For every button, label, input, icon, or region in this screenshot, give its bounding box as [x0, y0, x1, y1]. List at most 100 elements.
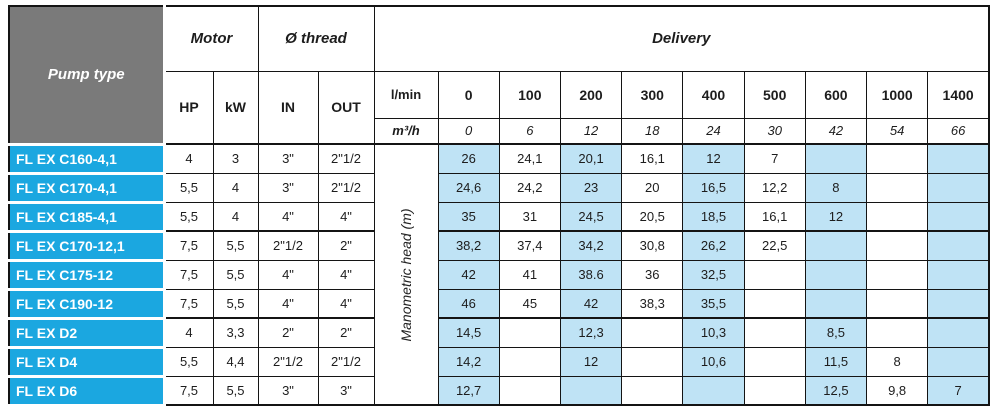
- delivery-value-cell: 36: [621, 259, 684, 290]
- delivery-value-cell: [866, 172, 929, 203]
- delivery-value-cell: [743, 346, 806, 377]
- lmin-value: 1400: [927, 70, 990, 119]
- thread-in-cell: 3": [257, 375, 319, 406]
- table-header: Pump type Motor Ø thread Delivery HP kW …: [8, 5, 990, 146]
- pump-spec-table: Pump type Motor Ø thread Delivery HP kW …: [8, 5, 990, 407]
- delivery-value-cell: [621, 346, 684, 377]
- delivery-value-cell: [804, 288, 868, 319]
- delivery-value-cell: 46: [437, 288, 500, 319]
- delivery-value-cell: [927, 346, 990, 377]
- header-row-m3h: m³/h 0 6 12 18 24 30 42 54 66: [9, 117, 990, 145]
- delivery-value-cell: [866, 288, 929, 319]
- table-body: FL EX C160-4,1 4 3 3" 2"1/2 Manometric head (…: [8, 143, 990, 407]
- header-row-groups: Pump type Motor Ø thread Delivery: [8, 5, 990, 146]
- lmin-value: 200: [559, 70, 623, 119]
- delivery-value-cell: 20,5: [621, 201, 684, 232]
- motor-header: Motor: [163, 5, 259, 72]
- hp-cell: 7,5: [163, 259, 214, 290]
- delivery-value-cell: 12: [804, 201, 868, 232]
- thread-out-cell: 2": [317, 230, 375, 261]
- delivery-value-cell: 10,6: [682, 346, 745, 377]
- delivery-value-cell: 12,5: [804, 375, 868, 406]
- delivery-value-cell: 35: [437, 201, 500, 232]
- kw-cell: 4: [212, 201, 259, 232]
- thread-out-cell: 2"1/2: [317, 143, 375, 174]
- delivery-value-cell: 12: [682, 143, 745, 174]
- hp-cell: 4: [163, 143, 214, 174]
- delivery-value-cell: [498, 346, 561, 377]
- lmin-value: 500: [743, 70, 806, 119]
- delivery-value-cell: 23: [559, 172, 623, 203]
- thread-out-cell: 4": [317, 201, 375, 232]
- delivery-value-cell: [927, 317, 990, 348]
- thread-in-cell: 2"1/2: [257, 230, 319, 261]
- hp-cell: 5,5: [163, 172, 214, 203]
- delivery-value-cell: [743, 317, 806, 348]
- table-row: FL EX D2 4 3,3 2" 2" 14,5 12,3 10,3 8,5: [8, 317, 990, 349]
- delivery-value-cell: 24,6: [437, 172, 500, 203]
- delivery-value-cell: [682, 375, 745, 406]
- lmin-unit-label: l/min: [373, 70, 439, 119]
- delivery-value-cell: 24,2: [498, 172, 561, 203]
- delivery-value-cell: 26,2: [682, 230, 745, 261]
- manometric-head-label: Manometric head (m): [398, 207, 414, 342]
- delivery-value-cell: [743, 259, 806, 290]
- delivery-value-cell: 42: [559, 288, 623, 319]
- delivery-value-cell: 31: [498, 201, 561, 232]
- pump-name-cell: FL EX C160-4,1: [8, 143, 166, 175]
- kw-cell: 3: [212, 143, 259, 174]
- delivery-value-cell: 16,1: [743, 201, 806, 232]
- table-row: FL EX C170-4,1 5,5 4 3" 2"1/2 24,6 24,2 23 20 16,…: [8, 172, 990, 204]
- thread-in-cell: 3": [257, 143, 319, 174]
- delivery-value-cell: [927, 172, 990, 203]
- thread-in-cell: 2"1/2: [257, 346, 319, 377]
- pump-type-header: Pump type: [8, 5, 166, 146]
- delivery-value-cell: 16,5: [682, 172, 745, 203]
- m3h-value: 18: [621, 117, 684, 145]
- thread-in-cell: 2": [257, 317, 319, 348]
- delivery-value-cell: 38.6: [559, 259, 623, 290]
- m3h-value: 30: [743, 117, 806, 145]
- delivery-value-cell: [743, 375, 806, 406]
- thread-out-cell: 2"1/2: [317, 346, 375, 377]
- hp-cell: 5,5: [163, 346, 214, 377]
- m3h-unit-label: m³/h: [373, 117, 439, 145]
- delivery-value-cell: 38,3: [621, 288, 684, 319]
- delivery-value-cell: 30,8: [621, 230, 684, 261]
- hp-cell: 7,5: [163, 288, 214, 319]
- delivery-value-cell: 7: [743, 143, 806, 174]
- lmin-value: 600: [804, 70, 868, 119]
- delivery-value-cell: [866, 201, 929, 232]
- delivery-value-cell: 20: [621, 172, 684, 203]
- pump-name-cell: FL EX C175-12: [8, 259, 166, 291]
- pump-name-cell: FL EX C185-4,1: [8, 201, 166, 233]
- delivery-value-cell: [927, 201, 990, 232]
- hp-header: HP: [163, 70, 214, 145]
- hp-cell: 7,5: [163, 375, 214, 406]
- table-row: FL EX D4 5,5 4,4 2"1/2 2"1/2 14,2 12 10,6 11,5 8: [8, 346, 990, 378]
- kw-cell: 4,4: [212, 346, 259, 377]
- kw-cell: 3,3: [212, 317, 259, 348]
- delivery-value-cell: 10,3: [682, 317, 745, 348]
- thread-in-cell: 4": [257, 201, 319, 232]
- thread-in-header: IN: [257, 70, 319, 145]
- header-row-lmin: HP kW IN OUT l/min 0 100 200 300 400 500…: [9, 70, 990, 145]
- thread-out-cell: 2"1/2: [317, 172, 375, 203]
- table-row: FL EX C160-4,1 4 3 3" 2"1/2 Manometric head (…: [8, 143, 990, 406]
- delivery-value-cell: [927, 259, 990, 290]
- delivery-value-cell: 14,5: [437, 317, 500, 348]
- delivery-value-cell: [498, 317, 561, 348]
- delivery-value-cell: [559, 375, 623, 406]
- lmin-value: 100: [498, 70, 561, 119]
- delivery-value-cell: [743, 288, 806, 319]
- thread-out-cell: 3": [317, 375, 375, 406]
- m3h-value: 42: [804, 117, 868, 145]
- lmin-value: 0: [437, 70, 500, 119]
- thread-in-cell: 4": [257, 259, 319, 290]
- delivery-value-cell: 8: [866, 346, 929, 377]
- hp-cell: 4: [163, 317, 214, 348]
- delivery-value-cell: [927, 143, 990, 174]
- table-row: FL EX C175-12 7,5 5,5 4" 4" 42 41 38.6 36 32,5: [8, 259, 990, 291]
- pump-name-cell: FL EX C170-4,1: [8, 172, 166, 204]
- pump-name-cell: FL EX D2: [8, 317, 166, 349]
